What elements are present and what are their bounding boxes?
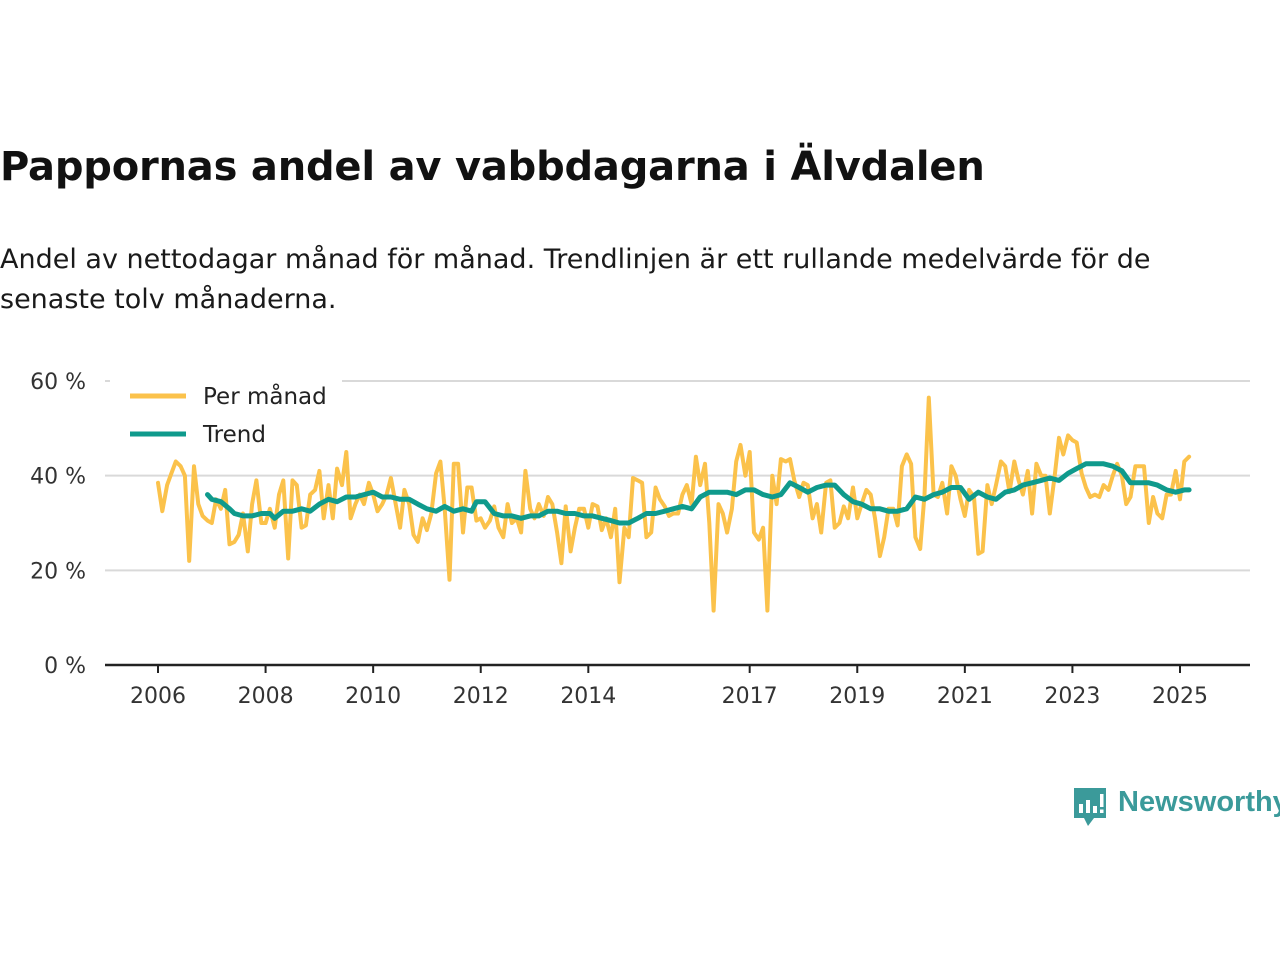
x-tick-label: 2010	[345, 684, 401, 709]
x-tick-label: 2017	[722, 684, 778, 709]
chart-title: Pappornas andel av vabbdagarna i Älvdale…	[0, 144, 985, 190]
x-tick-label: 2025	[1152, 684, 1208, 709]
x-tick-label: 2023	[1044, 684, 1100, 709]
line-chart: 0 % 20 % 40 % 60 % 2006 2008 2010 2012 2014 2017…	[30, 370, 1250, 709]
y-tick-label: 60 %	[30, 370, 86, 395]
legend: Per månad Trend	[110, 376, 342, 456]
x-tick-label: 2014	[560, 684, 616, 709]
y-tick-label: 0 %	[44, 654, 86, 679]
newsworthy-logo-icon	[1074, 788, 1106, 826]
x-tick-label: 2012	[453, 684, 509, 709]
x-tick-label: 2006	[130, 684, 186, 709]
legend-label-per-manad: Per månad	[203, 382, 327, 410]
y-tick-label: 20 %	[30, 559, 86, 584]
x-tick-label: 2019	[829, 684, 885, 709]
newsworthy-wordmark: Newsworthy	[1118, 786, 1280, 818]
x-tick-label: 2008	[238, 684, 294, 709]
x-axis: 2006 2008 2010 2012 2014 2017 2019 2021 2023 2025	[105, 663, 1250, 709]
series-line-per-manad	[156, 395, 1192, 613]
legend-background	[110, 376, 342, 456]
series-line-trend	[205, 461, 1192, 526]
y-tick-label: 40 %	[30, 465, 86, 490]
series-lines	[156, 395, 1192, 613]
legend-label-trend: Trend	[202, 422, 266, 448]
x-tick-label: 2021	[937, 684, 993, 709]
chart-subtitle: Andel av nettodagar månad för månad. Tre…	[0, 244, 1151, 315]
